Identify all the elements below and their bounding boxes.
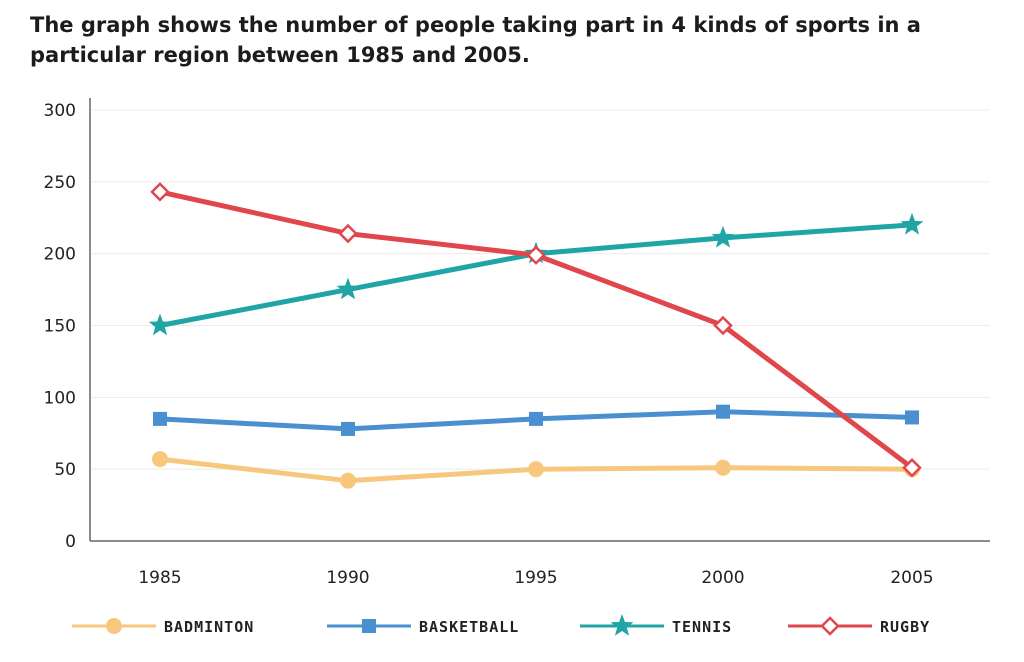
y-tick-label: 50 bbox=[54, 460, 76, 480]
x-tick-label: 2005 bbox=[890, 568, 933, 588]
legend-marker bbox=[106, 618, 122, 634]
data-point-square bbox=[905, 410, 919, 425]
legend-marker bbox=[610, 614, 634, 636]
data-point-star bbox=[900, 212, 924, 235]
legend-marker bbox=[820, 616, 840, 636]
data-point-diamond bbox=[150, 182, 170, 202]
y-tick-labels: 0 50 100 150 200 250 300 bbox=[44, 101, 76, 552]
legend-label: BADMINTON bbox=[164, 618, 254, 636]
series-tennis bbox=[148, 212, 924, 336]
y-tick-label: 0 bbox=[65, 532, 76, 552]
series-line bbox=[157, 222, 915, 328]
legend-label: TENNIS bbox=[672, 618, 732, 636]
y-tick-label: 100 bbox=[44, 388, 76, 408]
legend-item-rugby: RUGBY bbox=[788, 616, 930, 636]
data-point-diamond bbox=[902, 457, 922, 478]
legend-item-tennis: TENNIS bbox=[580, 614, 732, 636]
data-point-circle bbox=[528, 461, 544, 478]
data-point-square bbox=[341, 421, 355, 436]
y-tick-label: 150 bbox=[44, 317, 76, 337]
y-tick-label: 200 bbox=[44, 245, 76, 265]
axes bbox=[89, 98, 990, 542]
series-badminton bbox=[152, 451, 920, 489]
y-tick-label: 250 bbox=[44, 173, 76, 193]
data-point-square bbox=[153, 411, 167, 426]
data-point-circle bbox=[340, 472, 356, 489]
legend-marker bbox=[362, 619, 376, 633]
legend-item-badminton: BADMINTON bbox=[72, 618, 254, 636]
x-tick-label: 1990 bbox=[326, 568, 369, 588]
data-point-circle bbox=[152, 451, 168, 468]
data-point-star bbox=[711, 225, 735, 248]
x-tick-label: 1985 bbox=[138, 568, 181, 588]
legend-item-basketball: BASKETBALL bbox=[327, 618, 519, 636]
data-point-circle bbox=[715, 459, 731, 476]
data-point-square bbox=[529, 411, 543, 426]
data-point-star bbox=[336, 277, 360, 300]
series-basketball bbox=[153, 404, 919, 436]
y-tick-label: 300 bbox=[44, 101, 76, 121]
legend-label: RUGBY bbox=[880, 618, 930, 636]
series-lines bbox=[148, 182, 924, 489]
data-point-diamond bbox=[526, 245, 546, 265]
data-point-diamond bbox=[713, 315, 733, 336]
x-tick-labels: 1985 1990 1995 2000 2005 bbox=[138, 568, 933, 588]
x-tick-label: 1995 bbox=[514, 568, 557, 588]
series-rugby bbox=[150, 182, 922, 478]
chart-title: The graph shows the number of people tak… bbox=[30, 13, 921, 67]
x-tick-label: 2000 bbox=[701, 568, 744, 588]
data-point-square bbox=[716, 404, 730, 419]
legend-label: BASKETBALL bbox=[419, 618, 519, 636]
data-point-diamond bbox=[338, 223, 358, 244]
legend: BADMINTON BASKETBALL TENNIS RUGBY bbox=[72, 614, 930, 636]
data-point-star bbox=[148, 313, 172, 336]
